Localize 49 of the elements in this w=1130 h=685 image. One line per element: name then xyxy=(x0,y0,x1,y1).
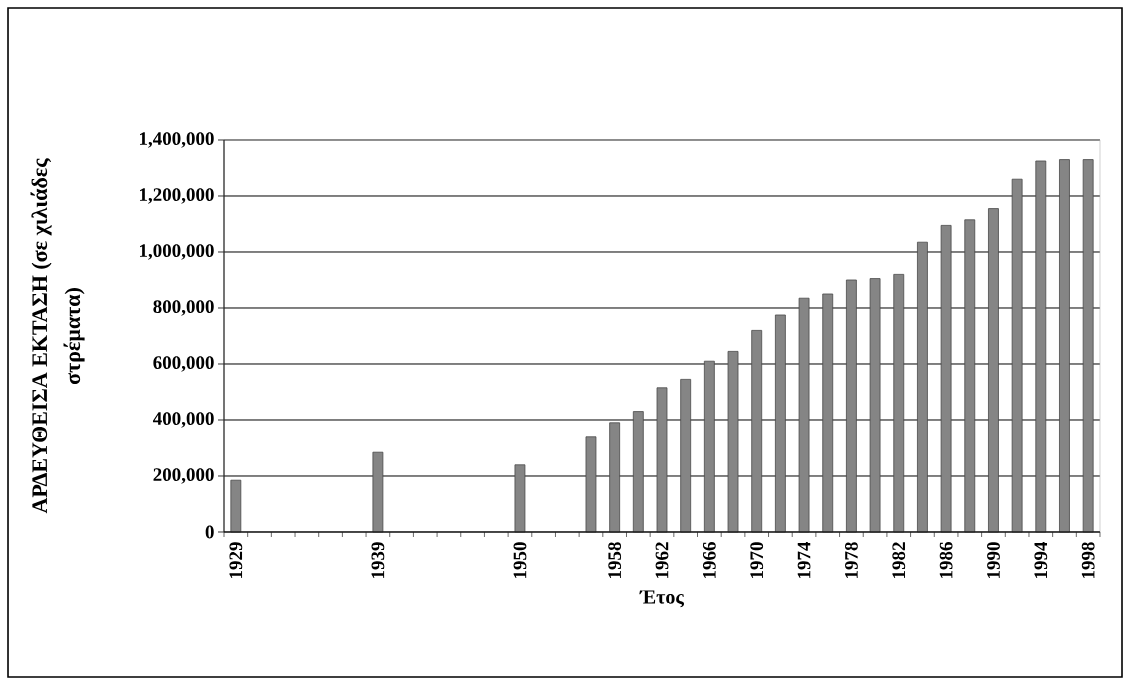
y-axis-title: ΑΡΔΕΥΘΕΙΣΑ ΕΚΤΑΣΗ (σε χιλιάδες στρέματα) xyxy=(30,158,85,514)
bar xyxy=(632,411,644,533)
x-tick-label: 1939 xyxy=(371,542,385,578)
bar xyxy=(964,219,976,533)
y-tick-label: 1,000,000 xyxy=(140,244,214,260)
bar xyxy=(230,479,242,533)
bar xyxy=(846,279,857,533)
bar xyxy=(656,387,668,533)
bar xyxy=(893,273,905,533)
x-tick-label: 1962 xyxy=(655,542,669,578)
x-tick-label: 1970 xyxy=(750,542,764,578)
bar xyxy=(869,278,881,533)
bar xyxy=(609,422,621,533)
y-tick-label: 1,200,000 xyxy=(140,188,214,204)
x-tick-label: 1950 xyxy=(513,542,527,578)
bar xyxy=(514,464,526,533)
x-tick-label: 1994 xyxy=(1034,541,1048,578)
bar xyxy=(774,314,786,533)
bar xyxy=(822,293,834,533)
bar xyxy=(585,436,597,533)
bar xyxy=(680,378,692,533)
y-tick-label: 800,000 xyxy=(153,300,214,316)
x-axis-title: Έτος xyxy=(639,590,685,608)
y-tick-label: 600,000 xyxy=(153,356,214,372)
bar xyxy=(372,451,384,533)
x-tick-label: 1982 xyxy=(892,542,906,578)
y-tick-label: 200,000 xyxy=(153,468,214,484)
x-tick-label: 1966 xyxy=(702,542,716,578)
x-tick-label: 1986 xyxy=(939,542,953,578)
bar xyxy=(798,297,810,533)
bar xyxy=(751,329,763,533)
x-tick-label: 1974 xyxy=(797,541,811,578)
bar xyxy=(703,360,715,533)
bar xyxy=(727,350,739,533)
bar xyxy=(1059,159,1070,533)
x-tick-label: 1929 xyxy=(229,542,243,578)
x-tick-label: 1958 xyxy=(608,542,622,578)
bar xyxy=(1082,159,1094,533)
x-tick-label: 1978 xyxy=(845,542,858,578)
y-tick-label: 0 xyxy=(205,525,214,539)
bar xyxy=(917,241,928,533)
y-tick-label: 400,000 xyxy=(152,412,214,428)
bar xyxy=(1035,160,1047,533)
x-tick-label: 1990 xyxy=(987,542,1000,578)
x-tick-label: 1998 xyxy=(1081,542,1095,578)
bar xyxy=(988,208,999,533)
bar xyxy=(1011,178,1023,533)
y-tick-label: 1,400,000 xyxy=(140,132,214,148)
bar xyxy=(940,224,952,533)
